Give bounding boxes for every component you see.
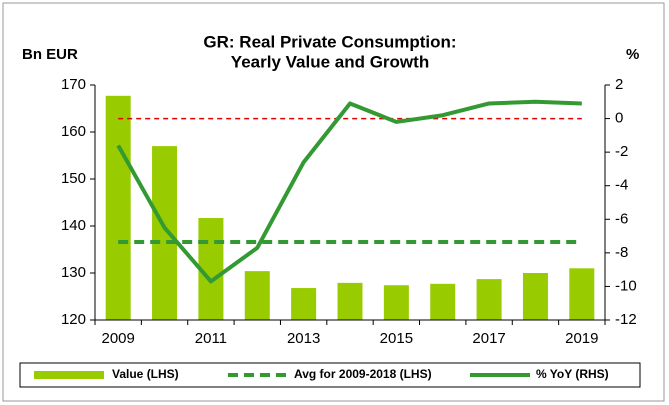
bar bbox=[522, 273, 548, 320]
bar bbox=[105, 95, 131, 320]
legend-label: Value (LHS) bbox=[112, 367, 179, 381]
x-tick-label: 2015 bbox=[380, 330, 413, 347]
y2-tick-label: 2 bbox=[615, 76, 623, 93]
bar bbox=[476, 279, 502, 320]
x-tick-label: 2013 bbox=[287, 330, 320, 347]
bar bbox=[383, 285, 409, 320]
x-tick-label: 2019 bbox=[565, 330, 598, 347]
legend-swatch bbox=[34, 371, 104, 379]
bar bbox=[244, 271, 270, 320]
y-tick-label: 130 bbox=[61, 264, 86, 281]
y-tick-label: 170 bbox=[61, 76, 86, 93]
y2-tick-label: 0 bbox=[615, 110, 623, 127]
chart-title: GR: Real Private Consumption: bbox=[203, 32, 456, 51]
y2-tick-label: -12 bbox=[615, 311, 637, 328]
x-tick-label: 2009 bbox=[101, 330, 134, 347]
bar bbox=[291, 288, 317, 320]
y2-tick-label: -2 bbox=[615, 143, 628, 160]
legend-label: % YoY (RHS) bbox=[536, 367, 609, 381]
legend-label: Avg for 2009-2018 (LHS) bbox=[294, 367, 432, 381]
bar bbox=[337, 282, 363, 320]
x-tick-label: 2011 bbox=[195, 330, 227, 347]
y-tick-label: 120 bbox=[61, 311, 86, 328]
bar bbox=[430, 283, 456, 320]
y-tick-label: 150 bbox=[61, 170, 86, 187]
bar bbox=[152, 146, 178, 320]
legend-box bbox=[19, 362, 641, 388]
x-tick-label: 2017 bbox=[472, 330, 505, 347]
y2-tick-label: -4 bbox=[615, 177, 628, 194]
y2-axis-label: % bbox=[626, 46, 639, 63]
y2-tick-label: -6 bbox=[615, 210, 628, 227]
y2-tick-label: -8 bbox=[615, 244, 628, 261]
y2-tick-label: -10 bbox=[615, 277, 637, 294]
y-axis-label: Bn EUR bbox=[22, 46, 78, 63]
line bbox=[116, 99, 582, 284]
bar bbox=[569, 268, 595, 320]
y-tick-label: 160 bbox=[61, 123, 86, 140]
y-tick-label: 140 bbox=[61, 217, 86, 234]
chart-subtitle: Yearly Value and Growth bbox=[231, 52, 429, 71]
